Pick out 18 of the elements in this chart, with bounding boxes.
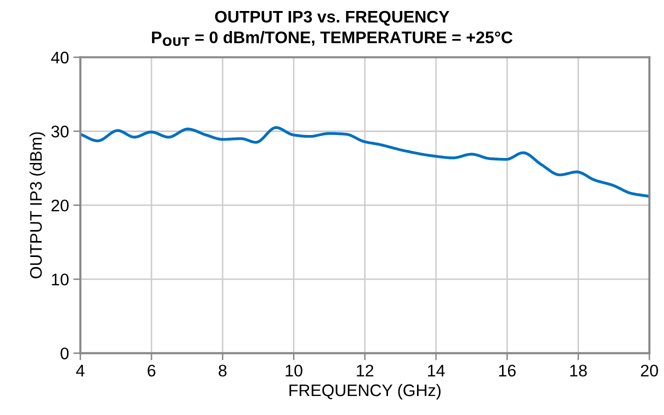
x-tick-label: 14 — [428, 364, 445, 376]
y-tick-label: 0 — [60, 348, 69, 360]
x-tick-label: 8 — [218, 364, 227, 377]
x-tick-label: 6 — [148, 364, 156, 377]
x-tick-label: 20 — [640, 364, 658, 377]
y-tick-label: 40 — [51, 52, 69, 64]
x-axis-title: FREQUENCY (GHz) — [290, 384, 441, 400]
y-tick-label: 30 — [51, 126, 69, 138]
x-tick-label: 18 — [570, 364, 587, 377]
x-tick-label: 10 — [286, 364, 302, 377]
y-tick-label: 10 — [52, 274, 69, 286]
x-tick-label: 16 — [499, 364, 516, 377]
y-tick-label: 20 — [52, 200, 69, 212]
chart-title: OUTPUT IP3 vs. FREQUENCY — [215, 10, 450, 26]
x-tick-label: 12 — [356, 364, 374, 376]
y-axis-title: OUTPUT IP3 (dBm) — [30, 132, 46, 278]
x-tick-label: 4 — [76, 364, 84, 376]
chart-subtitle: P$_{OUT}$ = 0 dBm/TONE, TEMPERATURE = +25°C — [152, 31, 512, 46]
